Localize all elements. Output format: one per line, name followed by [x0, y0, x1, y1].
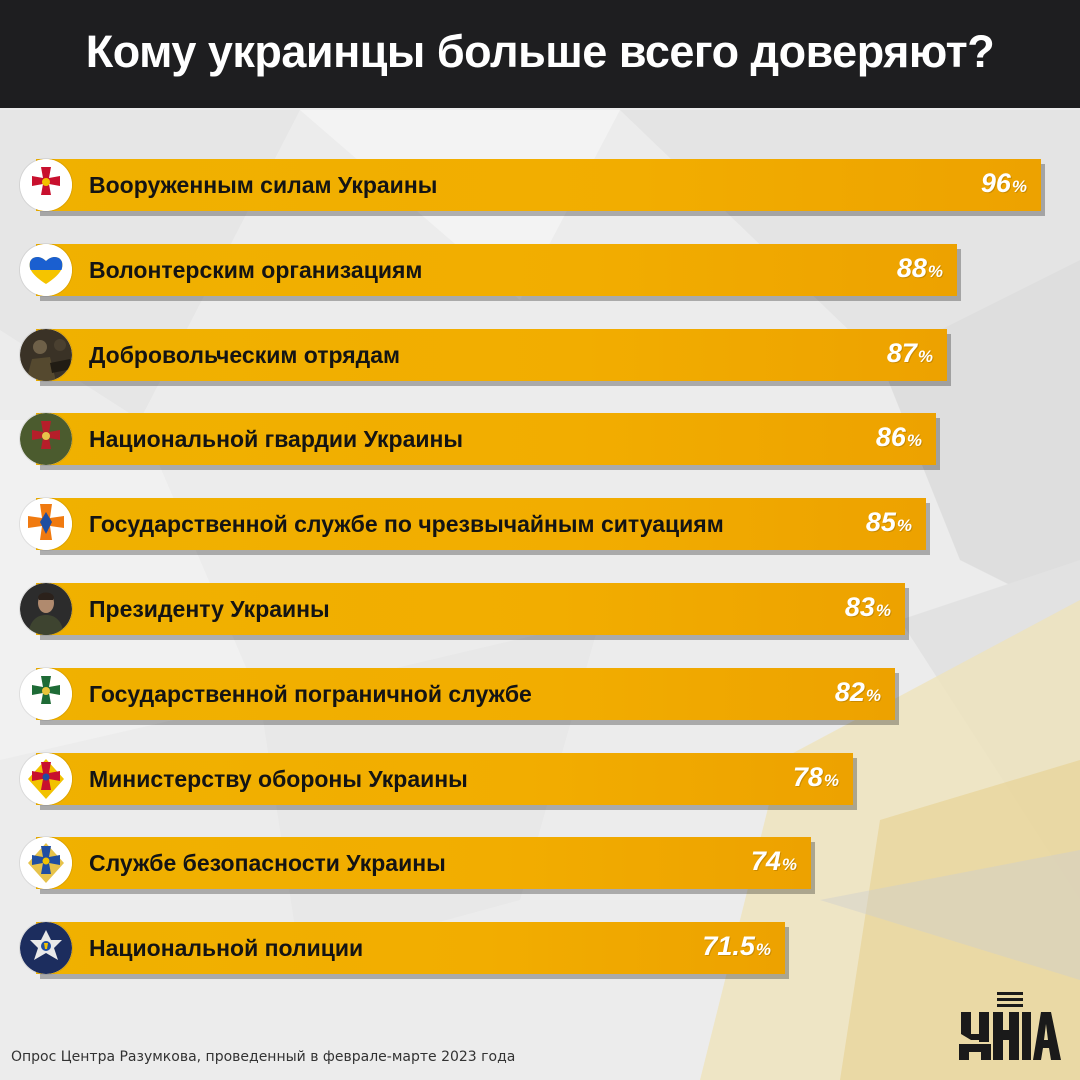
- category-label: Президенту Украины: [89, 596, 330, 622]
- percent-sign: %: [865, 685, 881, 705]
- volunteer-photo-icon: [20, 328, 72, 381]
- category-label: Государственной пограничной службе: [89, 680, 532, 707]
- value-number: 83: [844, 592, 875, 622]
- value-number: 74: [750, 846, 781, 877]
- national-guard-emblem-icon: [20, 413, 72, 466]
- value-label: 86%: [876, 422, 922, 453]
- police-emblem-icon: [20, 922, 72, 975]
- source-note: Опрос Центра Разумкова, проведенный в фе…: [11, 1049, 516, 1065]
- category-label: Добровольческим отрядам: [89, 341, 401, 368]
- percent-sign: %: [823, 770, 839, 790]
- value-label: 78%: [793, 762, 839, 793]
- value-label: 71.5%: [702, 931, 771, 962]
- emergency-service-emblem-icon: [20, 498, 72, 551]
- border-guard-emblem-icon: [20, 667, 72, 720]
- bar-mark: 85%: [36, 498, 926, 551]
- unian-logo: [959, 992, 1061, 1060]
- percent-sign: %: [875, 601, 891, 620]
- chart-row: 88% Волонтерским организациям: [0, 243, 1080, 300]
- chart-row: 78% Министерству обороны Украины: [0, 752, 1080, 809]
- bar-mark: 83%: [36, 583, 905, 635]
- category-label: Национальной гвардии Украины: [89, 426, 464, 453]
- value-label: 83%: [845, 592, 891, 623]
- value-number: 71.5: [702, 931, 755, 962]
- percent-sign: %: [906, 431, 922, 451]
- value-label: 82%: [835, 677, 881, 708]
- title-banner: Кому украинцы больше всего доверяют?: [0, 0, 1080, 108]
- chart-title: Кому украинцы больше всего доверяют?: [85, 26, 995, 77]
- value-number: 96: [980, 168, 1011, 198]
- percent-sign: %: [896, 516, 912, 536]
- percent-sign: %: [755, 940, 771, 960]
- security-service-emblem-icon: [20, 837, 72, 890]
- value-number: 78: [792, 761, 823, 792]
- bar-mark: 82%: [36, 667, 895, 720]
- percent-sign: %: [781, 855, 797, 875]
- chart-row: 71.5% Национальной полиции: [0, 922, 1080, 978]
- value-number: 87: [886, 337, 917, 368]
- category-label: Национальной полиции: [89, 935, 364, 962]
- bar-mark: 88%: [36, 243, 957, 296]
- category-label: Службе безопасности Украины: [89, 850, 446, 877]
- value-label: 96%: [981, 168, 1027, 199]
- chart-row: 96% Вооруженным силам Украины: [0, 159, 1080, 215]
- bar-mark: 71.5%: [36, 922, 785, 975]
- bar-mark: 74%: [36, 837, 811, 890]
- chart-row: 87% Добровольческим отрядам: [0, 328, 1080, 385]
- value-label: 85%: [866, 507, 912, 538]
- value-label: 74%: [751, 846, 797, 877]
- bar-mark: 78%: [36, 752, 853, 805]
- bar-mark: 87%: [36, 328, 947, 381]
- chart-row: 83% Президенту Украины: [0, 583, 1080, 639]
- percent-sign: %: [1011, 177, 1027, 196]
- heart-flag-icon: [20, 243, 72, 296]
- category-label: Государственной службе по чрезвычайным с…: [89, 511, 724, 538]
- value-label: 87%: [887, 338, 933, 369]
- value-label: 88%: [897, 253, 943, 284]
- category-label: Волонтерским организациям: [89, 256, 423, 283]
- chart-row: 85% Государственной службе по чрезвычайны…: [0, 498, 1080, 554]
- bar-mark: 86%: [36, 413, 936, 466]
- category-label: Вооруженным силам Украины: [89, 172, 438, 198]
- value-number: 82: [834, 676, 865, 707]
- defense-ministry-emblem-icon: [20, 752, 72, 805]
- value-number: 88: [896, 252, 927, 283]
- president-photo-icon: [20, 583, 72, 635]
- chart-row: 86% Национальной гвардии Украины: [0, 413, 1080, 469]
- chart-row: 74% Службе безопасности Украины: [0, 837, 1080, 893]
- category-label: Министерству обороны Украины: [89, 765, 468, 792]
- chart-row: 82% Государственной пограничной службе: [0, 667, 1080, 724]
- value-number: 85: [865, 507, 896, 538]
- percent-sign: %: [917, 346, 933, 366]
- value-number: 86: [875, 422, 906, 453]
- bar-mark: 96%: [36, 159, 1041, 211]
- armed-forces-emblem-icon: [20, 159, 72, 211]
- percent-sign: %: [927, 261, 943, 281]
